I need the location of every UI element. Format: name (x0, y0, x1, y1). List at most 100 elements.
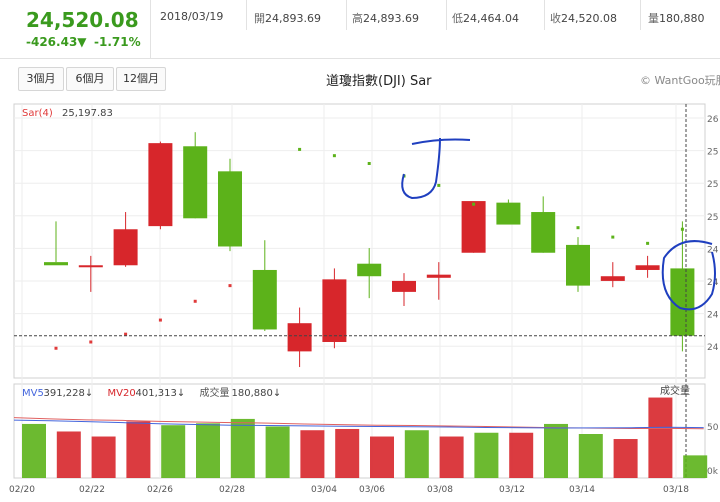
sar-point (472, 202, 476, 206)
handwritten-mark (401, 137, 471, 200)
high-stat: 高24,893.69 (352, 12, 419, 25)
range-6m-button[interactable]: 6個月 (66, 67, 114, 91)
x-tick-label: 03/12 (499, 485, 525, 495)
sar-point (193, 299, 197, 303)
volume-stat: 量180,880 (648, 12, 705, 25)
price-change-percent: -1.71% (94, 35, 141, 49)
price-change: -426.43▼ (26, 35, 87, 49)
candle-body (670, 268, 695, 336)
candle-body (461, 201, 486, 253)
volume-legend-value: 180,880↓ (232, 388, 282, 399)
price-panel-frame (13, 103, 706, 379)
x-tick-label: 03/04 (311, 485, 337, 495)
volume-bar (578, 434, 603, 478)
candle-body (44, 262, 68, 266)
candle-body (148, 143, 173, 227)
quote-date: 2018/03/19 (160, 10, 224, 23)
sar-point (89, 340, 93, 344)
volume-bar (474, 432, 499, 478)
candle-body (566, 244, 590, 286)
x-tick-label: 03/18 (663, 485, 689, 495)
credit-text: © WantGoo玩股 (640, 74, 720, 87)
handwritten-circle (661, 240, 716, 311)
range-12m-button[interactable]: 12個月 (116, 67, 166, 91)
y-tick-label: 24 (707, 311, 719, 321)
y-tick-label: 25 (707, 213, 718, 223)
last-price: 24,520.08 (26, 8, 139, 32)
y-tick-label: 25 (707, 148, 718, 158)
open-stat: 開24,893.69 (254, 12, 321, 25)
x-tick-label: 03/14 (569, 485, 595, 495)
volume-bar (230, 418, 255, 478)
x-tick-label: 02/26 (147, 485, 173, 495)
volume-bar (544, 423, 568, 478)
candle-body (496, 202, 521, 225)
volume-legend-label: 成交量 (200, 386, 230, 399)
volume-legend-label: MV5 (22, 388, 44, 399)
chart-title: 道瓊指數(DJI) Sar (326, 74, 432, 89)
volume-bar (91, 436, 116, 478)
stock-chart: 26 25 25 25 24 24 24 24 02/20 02/22 02/26 02/28 03/0… (9, 103, 719, 495)
candle-body (218, 171, 242, 247)
sar-point (367, 161, 371, 165)
sar-point (228, 284, 232, 288)
y-tick-label: 24 (707, 343, 719, 353)
volume-bar (509, 432, 534, 478)
sar-point (54, 346, 58, 350)
volume-panel-label: 成交量 (660, 384, 690, 397)
sar-point (158, 318, 162, 322)
sar-point (298, 147, 302, 151)
volume-bar (335, 428, 360, 478)
x-tick-label: 02/20 (9, 485, 35, 495)
sar-point (611, 235, 615, 239)
volume-panel-frame (13, 383, 706, 479)
candle-body (183, 146, 208, 219)
y-tick-label: 24 (707, 245, 719, 255)
volume-bar (161, 425, 186, 478)
x-tick-label: 03/06 (359, 485, 385, 495)
x-tick-label: 02/28 (219, 485, 245, 495)
y-tick-label: 26 (707, 115, 719, 125)
candle-body (600, 276, 625, 281)
y-tick-label: 25 (707, 180, 718, 190)
candle-body (287, 323, 312, 352)
price-block: 24,520.08 -426.43▼ -1.71% (0, 0, 151, 58)
volume-tick-label: 0k (707, 467, 719, 477)
sar-point (506, 207, 510, 211)
volume-bar (265, 426, 290, 478)
low-stat: 低24,464.04 (452, 12, 519, 25)
volume-legend-label: MV20 (108, 388, 136, 399)
candle-body (322, 279, 347, 342)
range-3m-button[interactable]: 3個月 (18, 67, 64, 91)
candle-body (392, 280, 416, 292)
volume-legend-value: 401,313↓ (136, 388, 186, 399)
volume-bar (404, 430, 429, 478)
volume-bar (648, 397, 673, 478)
sar-point (124, 332, 128, 336)
volume-legend-value: 391,228↓ (44, 388, 94, 399)
sar-point (576, 226, 580, 230)
candle-body (113, 229, 138, 266)
volume-bar (683, 455, 708, 478)
sar-point (646, 241, 650, 245)
volume-bar (370, 436, 394, 478)
mv20-line (13, 417, 704, 430)
volume-tick-label: 50 (707, 423, 719, 433)
candle-body (78, 265, 103, 268)
volume-bar (196, 423, 220, 478)
sar-point (680, 227, 684, 231)
sar-legend-label: Sar(4) (22, 108, 53, 119)
sar-point (541, 216, 545, 220)
chart-toolbar: 3個月 6個月 12個月 道瓊指數(DJI) Sar © WantGoo玩股 (0, 62, 720, 94)
sar-point (437, 183, 441, 187)
candle-body (252, 269, 277, 330)
volume-bar (613, 439, 638, 478)
x-tick-label: 03/08 (427, 485, 453, 495)
candle-body (426, 274, 451, 278)
volume-bar (56, 431, 81, 478)
candle-body (635, 265, 660, 270)
sar-point (332, 154, 336, 158)
sar-point (263, 271, 267, 275)
mv5-line (13, 419, 704, 429)
volume-bar (126, 421, 151, 478)
